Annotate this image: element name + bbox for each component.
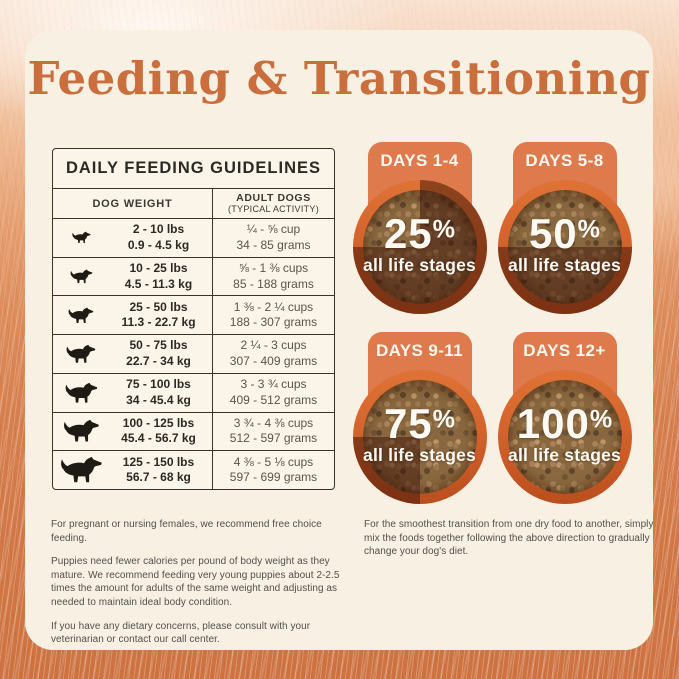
weight-lbs: 2 - 10 lbs (132, 222, 185, 237)
table-title: DAILY FEEDING GUIDELINES (53, 149, 334, 189)
feeding-guidelines-table: DAILY FEEDING GUIDELINES DOG WEIGHT ADUL… (52, 148, 335, 490)
weight-kg: 34 - 45.4 kg (126, 392, 191, 407)
percent-label: 25% (383, 209, 456, 257)
column-header-dog-weight: DOG WEIGHT (53, 189, 213, 218)
feeding-notes: For pregnant or nursing females, we reco… (51, 518, 357, 657)
life-stages-label: all life stages (508, 445, 621, 466)
column-header-adult-dogs-line1: ADULT DOGS (236, 192, 311, 205)
amount-grams: 85 - 188 grams (233, 276, 314, 291)
table-row: 75 - 100 lbs 34 - 45.4 kg 3 - 3 ¾ cups 409… (53, 373, 334, 413)
transition-cell-days-1-4: DAYS 1-4 25% all life stages (347, 142, 492, 332)
amount-cups: 2 ¼ - 3 cups (240, 338, 307, 353)
column-header-adult-dogs-line2: (TYPICAL ACTIVITY) (227, 204, 320, 215)
life-stages-label: all life stages (508, 255, 621, 276)
dog-silhouette-icon (53, 231, 109, 244)
days-badge-label: DAYS 12+ (523, 341, 606, 360)
life-stages-label: all life stages (363, 445, 476, 466)
amount-grams: 512 - 597 grams (229, 431, 318, 446)
weight-lbs: 100 - 125 lbs (122, 415, 195, 430)
weight-lbs: 75 - 100 lbs (126, 377, 191, 392)
amount-cups: 1 ⅜ - 2 ¼ cups (233, 299, 314, 314)
percent-label: 50% (528, 209, 601, 257)
column-header-adult-dogs: ADULT DOGS (TYPICAL ACTIVITY) (213, 189, 334, 218)
amount-cups: 3 - 3 ¾ cups (240, 377, 307, 392)
mix-ratio-overlay (352, 370, 487, 504)
amount-grams: 188 - 307 grams (229, 315, 318, 330)
table-row: 100 - 125 lbs 45.4 - 56.7 kg 3 ¾ - 4 ⅜ cu… (53, 412, 334, 452)
weight-kg: 45.4 - 56.7 kg (121, 431, 196, 446)
table-row: 2 - 10 lbs 0.9 - 4.5 kg ¼ - ⅝ cup 34 - 85 … (53, 219, 334, 258)
bowl-text: 25% all life stages (353, 178, 487, 312)
note-puppies: Puppies need fewer calories per pound of… (51, 556, 340, 608)
table-row: 10 - 25 lbs 4.5 - 11.3 kg ⅝ - 1 ⅜ cups 85 … (53, 257, 334, 297)
content-card: Feeding & Transitioning DAILY FEEDING GU… (25, 30, 653, 650)
table-row: 25 - 50 lbs 11.3 - 22.7 kg 1 ⅜ - 2 ¼ cups… (53, 296, 334, 336)
bowl-text: 50% all life stages (498, 178, 632, 312)
table-row: 50 - 75 lbs 22.7 - 34 kg 2 ¼ - 3 cups 307 … (53, 335, 334, 374)
weight-kg: 11.3 - 22.7 kg (121, 315, 196, 330)
weight-lbs: 50 - 75 lbs (129, 338, 188, 353)
kibble-bowl: 25% all life stages (352, 178, 487, 314)
table-row: 125 - 150 lbs 56.7 - 68 kg 4 ⅜ - 5 ⅛ cups… (53, 451, 334, 490)
days-badge-label: DAYS 9-11 (375, 341, 464, 360)
bowl-text: 100% all life stages (498, 368, 632, 502)
dog-silhouette-icon (53, 307, 109, 324)
transition-cell-days-12-plus: DAYS 12+ 100% all life stages (492, 332, 637, 514)
transition-cell-days-9-11: DAYS 9-11 75% all life stages (347, 332, 492, 514)
amount-cups: ¼ - ⅝ cup (246, 222, 301, 237)
bowl-text: 75% all life stages (353, 368, 487, 502)
percent-label: 100% (516, 399, 613, 447)
weight-lbs: 125 - 150 lbs (122, 454, 195, 469)
mix-ratio-overlay (352, 180, 487, 314)
weight-kg: 22.7 - 34 kg (126, 354, 191, 369)
days-badge-label: DAYS 1-4 (380, 151, 459, 170)
amount-cups: 4 ⅜ - 5 ⅛ cups (233, 454, 314, 469)
amount-cups: 3 ¾ - 4 ⅜ cups (233, 415, 314, 430)
table-column-headers: DOG WEIGHT ADULT DOGS (TYPICAL ACTIVITY) (53, 189, 334, 219)
weight-lbs: 10 - 25 lbs (129, 260, 188, 275)
days-badge-label: DAYS 5-8 (525, 151, 604, 170)
weight-kg: 0.9 - 4.5 kg (127, 237, 190, 252)
transition-notes: For the smoothest transition from one dr… (364, 518, 656, 569)
kibble-bowl: 100% all life stages (497, 368, 632, 504)
dog-silhouette-icon (53, 344, 109, 364)
note-pregnant-nursing: For pregnant or nursing females, we reco… (51, 519, 322, 544)
mix-ratio-overlay (497, 180, 632, 314)
amount-grams: 409 - 512 grams (229, 392, 318, 407)
note-dietary-concerns: If you have any dietary concerns, please… (51, 620, 311, 646)
amount-grams: 597 - 699 grams (229, 470, 318, 485)
kibble-bowl: 75% all life stages (352, 368, 487, 504)
weight-kg: 4.5 - 11.3 kg (124, 276, 193, 291)
kibble-bowl: 50% all life stages (497, 178, 632, 314)
weight-lbs: 25 - 50 lbs (129, 299, 188, 314)
amount-grams: 307 - 409 grams (229, 354, 318, 369)
page-title: Feeding & Transitioning (27, 52, 651, 105)
amount-grams: 34 - 85 grams (236, 237, 311, 252)
weight-kg: 56.7 - 68 kg (126, 470, 191, 485)
amount-cups: ⅝ - 1 ⅜ cups (238, 260, 309, 275)
life-stages-label: all life stages (363, 255, 476, 276)
transition-cell-days-5-8: DAYS 5-8 50% all life stages (492, 142, 637, 332)
dog-silhouette-icon (53, 382, 109, 404)
dog-silhouette-icon (53, 419, 109, 443)
note-transition: For the smoothest transition from one dr… (364, 519, 654, 558)
transition-grid: DAYS 1-4 25% all life stages DAYS 5-8 50… (347, 142, 637, 514)
mix-ratio-overlay (497, 370, 632, 504)
percent-label: 75% (383, 399, 456, 447)
dog-silhouette-icon (53, 456, 109, 484)
dog-silhouette-icon (53, 269, 109, 284)
